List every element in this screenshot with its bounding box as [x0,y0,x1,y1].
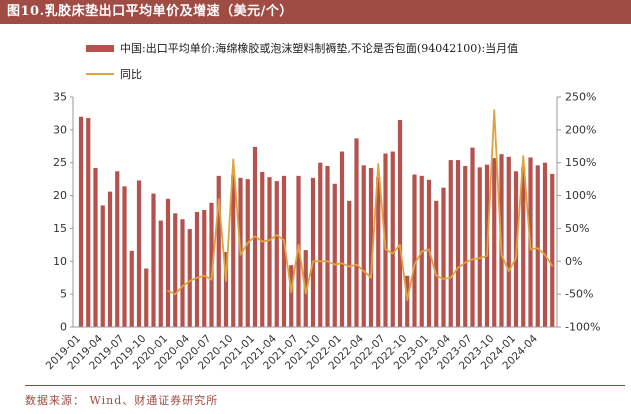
price-bar [521,167,526,327]
right-tick-label: 200% [565,123,596,136]
price-bar [86,118,91,327]
price-bar [354,138,359,327]
bar-series-swatch [86,44,114,52]
price-bar [187,229,192,327]
price-bar [470,147,475,327]
price-bar [463,166,468,327]
price-bar [492,158,497,327]
left-tick-label: 0 [60,321,67,334]
price-bar [245,179,250,327]
price-bar [289,265,294,327]
price-bar [368,167,374,327]
price-bar [144,268,149,327]
price-bar [434,200,439,327]
price-bar [550,173,555,327]
bar-series-label: 中国:出口平均单价:海绵橡胶或泡沫塑料制褥垫,不论是否包面(94042100):… [120,42,519,55]
price-bar [260,171,265,327]
price-bar [129,250,134,327]
chart-legend: 中国:出口平均单价:海绵橡胶或泡沫塑料制褥垫,不论是否包面(94042100):… [86,40,518,92]
price-bar [223,252,229,327]
right-tick-label: 50% [565,222,589,235]
price-bar [231,175,236,327]
right-tick-label: -100% [565,321,600,334]
price-bar [296,175,301,327]
figure-title: 图10.乳胶床垫出口平均单价及增速（美元/个） [0,0,631,24]
left-tick-label: 35 [53,91,67,104]
price-bar [397,120,403,327]
left-tick-label: 25 [53,156,67,169]
price-bar [122,186,127,327]
chart-svg: 0 5 10 15 20 25 30 35 -100% -50% 0% 50% 100% 150% 200%… [44,91,601,373]
right-tick-label: 0% [565,255,582,268]
price-bar [332,183,337,327]
price-bar [361,165,366,327]
price-bar [390,151,395,327]
price-bar [441,187,446,327]
left-tick-label: 10 [53,255,67,268]
price-bar [165,198,171,327]
price-bar [281,175,287,327]
legend-item-price: 中国:出口平均单价:海绵橡胶或泡沫塑料制褥垫,不论是否包面(94042100):… [86,40,518,56]
price-bar [506,156,511,327]
left-tick-label: 5 [60,288,67,301]
left-tick-label: 30 [53,123,67,136]
price-bar [78,116,84,328]
legend-item-yoy: 同比 [86,66,518,82]
price-bar [100,205,105,327]
line-series-swatch [86,73,114,75]
price-bar [318,162,323,327]
price-bar [173,213,178,327]
price-bar [136,180,142,327]
price-bar [267,177,272,327]
price-bar [274,181,279,327]
price-bar [93,167,98,327]
price-bar [376,177,381,327]
price-bar [535,165,540,327]
price-bar [455,160,461,327]
yoy-line [167,109,554,301]
price-bar [180,219,185,327]
price-bar [339,151,345,327]
price-bar [426,179,432,327]
price-bar [107,191,113,327]
right-tick-label: -50% [565,288,593,301]
price-bar [216,175,221,327]
right-tick-label: 250% [565,91,596,104]
footer-divider [25,385,625,386]
price-bar [310,177,316,327]
price-bar [405,275,410,327]
price-bar [202,210,207,327]
price-bar [158,220,163,327]
price-bar [151,193,156,327]
price-yoy-chart: 0 5 10 15 20 25 30 35 -100% -50% 0% 50% 100% 150% 200%… [0,85,631,385]
left-tick-label: 15 [53,222,67,235]
price-bar [542,162,548,327]
price-bar [347,200,352,327]
right-tick-label: 150% [565,156,596,169]
price-bar [448,160,453,327]
right-tick-label: 100% [565,189,596,202]
price-bar [115,171,120,327]
price-bar [477,167,482,327]
price-bar [325,166,330,327]
price-bar [194,212,200,327]
left-tick-label: 20 [53,189,67,202]
price-bar [412,174,417,327]
line-series-label: 同比 [120,68,142,81]
price-bar [209,202,214,327]
data-source-note: 数据来源： Wind、财通证券研究所 [25,394,219,407]
